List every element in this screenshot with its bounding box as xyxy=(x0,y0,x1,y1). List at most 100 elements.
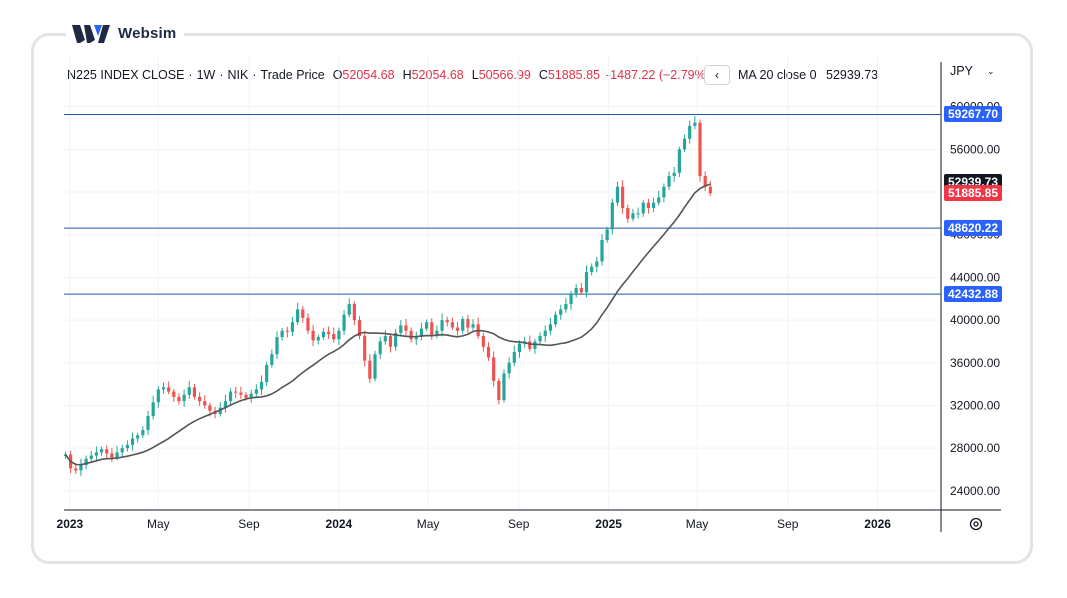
candle-body xyxy=(239,392,243,395)
chevron-down-icon: ⌄ xyxy=(986,65,995,76)
candle-body xyxy=(296,309,300,323)
candle-body xyxy=(125,444,129,449)
x-tick-label: May xyxy=(686,517,709,531)
candle-body xyxy=(538,336,542,342)
candle-body xyxy=(228,391,233,402)
candle-body xyxy=(234,391,238,393)
open-value: 52054.68 xyxy=(342,68,395,82)
candle-body xyxy=(404,325,408,331)
candle-body xyxy=(156,389,160,403)
candle-body xyxy=(610,202,614,230)
candle-body xyxy=(337,330,341,340)
symbol-name[interactable]: N225 INDEX CLOSE xyxy=(67,68,185,82)
x-tick-label: 2023 xyxy=(57,517,84,531)
candle-body xyxy=(615,186,620,203)
candle-body xyxy=(486,346,491,358)
candle-body xyxy=(254,389,258,394)
candle-body xyxy=(326,331,331,334)
candle-body xyxy=(574,288,578,294)
candle-body xyxy=(553,314,558,325)
candle-body xyxy=(682,138,687,150)
candle-body xyxy=(368,360,372,379)
settings-gear-icon[interactable] xyxy=(968,516,984,532)
candle-body xyxy=(373,354,377,379)
candle-body xyxy=(455,327,460,331)
interval-label[interactable]: 1W xyxy=(196,68,216,82)
candle-body xyxy=(259,381,264,390)
y-tick-label: 36000.00 xyxy=(950,356,1000,370)
candle-body xyxy=(559,309,563,315)
candle-body xyxy=(136,435,140,439)
candle-body xyxy=(584,272,589,293)
candle-body xyxy=(569,293,573,305)
candle-body xyxy=(708,186,712,194)
candle-body xyxy=(265,364,269,382)
candle-body xyxy=(105,449,109,454)
y-tick-label: 32000.00 xyxy=(950,398,1000,412)
candle-body xyxy=(79,465,83,471)
symbol-legend[interactable]: N225 INDEX CLOSE · 1W · NIK · Trade Pric… xyxy=(67,68,710,82)
collapse-legend-button[interactable]: ‹ xyxy=(704,65,730,85)
candle-body xyxy=(641,202,645,214)
candle-body xyxy=(471,324,475,328)
candle-body xyxy=(84,458,88,466)
candle-body xyxy=(409,330,413,340)
candle-body xyxy=(378,341,382,355)
candle-body xyxy=(445,320,449,323)
currency-selector[interactable]: JPY ⌄ xyxy=(950,64,994,78)
candle-body xyxy=(399,325,403,333)
y-tick-label: 24000.00 xyxy=(950,484,1000,498)
ma-value: 52939.73 xyxy=(826,68,879,82)
candle-body xyxy=(517,343,522,353)
close-key: C xyxy=(538,68,548,82)
candle-body xyxy=(270,354,274,365)
candle-body xyxy=(357,320,362,337)
chart-card xyxy=(31,33,1033,564)
price-axis-label: 48620.22 xyxy=(944,220,1002,237)
candle-body xyxy=(167,387,171,392)
candle-body xyxy=(332,333,336,340)
candle-body xyxy=(110,453,114,458)
candle-body xyxy=(306,317,310,331)
x-tick-label: 2024 xyxy=(326,517,353,531)
x-tick-label: 2026 xyxy=(864,517,891,531)
candle-body xyxy=(450,322,454,328)
moving-average-line xyxy=(64,183,711,466)
candle-body xyxy=(275,337,279,355)
price-axis-label: 42432.88 xyxy=(944,286,1002,303)
candle-body xyxy=(667,176,671,187)
candle-body xyxy=(146,416,150,430)
y-tick-label: 56000.00 xyxy=(950,142,1000,156)
candle-body xyxy=(141,429,145,436)
candle-body xyxy=(497,380,501,401)
candle-body xyxy=(342,314,346,331)
candle-body xyxy=(533,341,537,349)
candle-body xyxy=(208,405,212,411)
candle-body xyxy=(595,261,599,267)
candle-body xyxy=(507,362,511,374)
candle-body xyxy=(528,341,532,349)
candle-body xyxy=(548,324,553,331)
x-tick-label: May xyxy=(417,517,440,531)
candle-body xyxy=(383,336,387,342)
candle-body xyxy=(631,213,635,219)
candle-body xyxy=(419,328,424,337)
change-value: -1487.22 (−2.79%) xyxy=(606,68,710,82)
candle-body xyxy=(352,304,356,321)
candle-body xyxy=(693,122,697,126)
candle-body xyxy=(192,387,197,397)
price-type-label: Trade Price xyxy=(260,68,325,82)
candle-body xyxy=(677,149,681,173)
candle-body xyxy=(590,266,594,273)
brand-name: Websim xyxy=(118,24,177,42)
candle-body xyxy=(466,319,470,328)
candle-body xyxy=(203,401,207,406)
candle-body xyxy=(621,186,625,209)
x-tick-label: Sep xyxy=(238,517,260,531)
ma-legend[interactable]: MA 20 close 0 52939.73 xyxy=(738,68,878,82)
ma-label: MA 20 close 0 xyxy=(738,68,817,82)
candle-body xyxy=(99,449,104,453)
candle-body xyxy=(94,452,99,456)
websim-logo-icon xyxy=(72,25,110,43)
